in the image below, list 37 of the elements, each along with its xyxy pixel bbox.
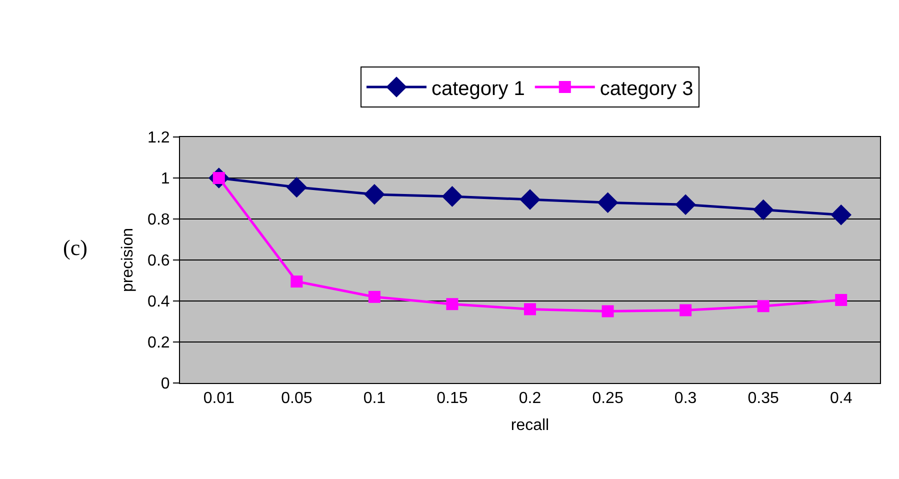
point: [835, 294, 848, 306]
point: [597, 192, 618, 213]
y-axis-title: precision: [119, 228, 136, 292]
y-tick-label: 0.2: [148, 334, 170, 352]
x-axis-title: recall: [510, 416, 550, 434]
x-tick-label: 0.4: [830, 390, 852, 408]
y-tick-label: 0.6: [148, 252, 170, 270]
legend-label: category 3: [600, 78, 694, 100]
point: [524, 303, 536, 316]
y-tick-label: 0.4: [148, 294, 170, 311]
point: [290, 276, 303, 288]
x-tick-label: 0.35: [748, 390, 779, 408]
point: [442, 186, 463, 207]
point: [446, 298, 458, 310]
point: [830, 204, 852, 226]
x-tick-label: 0.25: [592, 390, 624, 408]
x-tick-label: 0.3: [674, 390, 697, 408]
y-tick-label: 1: [160, 170, 170, 188]
legend-label: category 1: [432, 78, 525, 100]
point: [368, 290, 380, 303]
x-tick-label: 0.1: [363, 390, 386, 408]
point: [602, 305, 614, 318]
point: [286, 176, 308, 198]
point: [675, 194, 696, 216]
point: [757, 300, 770, 312]
x-tick-label: 0.15: [436, 390, 468, 408]
point: [752, 199, 774, 220]
y-tick-label: 1.2: [148, 130, 170, 147]
point: [520, 189, 540, 210]
x-tick-label: 0.2: [518, 390, 542, 408]
x-tick-label: 0.01: [203, 390, 235, 408]
point: [680, 304, 692, 316]
y-tick-label: 0: [160, 376, 170, 393]
point: [364, 184, 385, 205]
y-tick-label: 0.8: [148, 212, 170, 229]
x-tick-label: 0.05: [281, 390, 312, 408]
text: (c): [63, 235, 88, 260]
